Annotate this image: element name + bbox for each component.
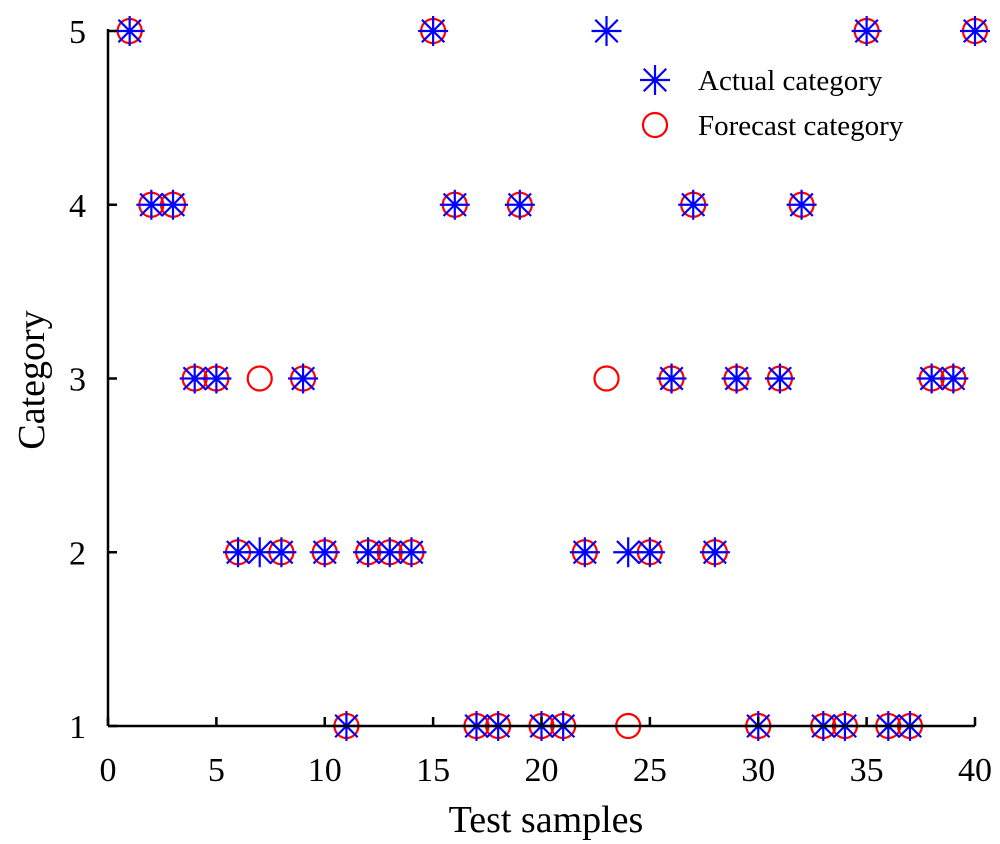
actual-point — [678, 189, 709, 220]
actual-point — [439, 189, 470, 220]
actual-point — [764, 363, 795, 394]
actual-point — [851, 16, 882, 46]
legend-label-actual: Actual category — [698, 65, 883, 97]
actual-point — [591, 16, 622, 46]
actual-point — [158, 189, 189, 220]
x-ticks: 0 5 10 15 20 25 30 35 40 — [100, 717, 992, 789]
x-tick-label: 0 — [100, 752, 117, 789]
x-tick-label: 30 — [741, 752, 775, 789]
actual-point — [656, 363, 687, 394]
actual-point — [504, 189, 535, 220]
y-tick-label: 3 — [69, 362, 86, 399]
actual-point — [396, 537, 427, 568]
forecast-point — [593, 365, 620, 392]
x-tick-label: 10 — [308, 752, 342, 789]
legend-marker-actual — [640, 65, 670, 95]
actual-point — [699, 537, 730, 568]
actual-point — [266, 537, 297, 568]
legend-asterisk-icon — [640, 65, 670, 95]
actual-point — [201, 363, 232, 394]
x-tick-label: 25 — [633, 752, 667, 789]
y-ticks: 1 2 3 4 5 — [69, 14, 117, 746]
actual-point — [634, 537, 665, 568]
actual-point — [288, 363, 319, 394]
actual-point — [223, 537, 254, 568]
y-axis-title: Category — [11, 310, 53, 449]
y-tick-label: 1 — [69, 709, 86, 746]
x-tick-label: 20 — [525, 752, 559, 789]
actual-point — [938, 363, 969, 394]
legend: Actual category Forecast category — [640, 65, 904, 142]
actual-point — [569, 537, 600, 568]
x-tick-label: 40 — [958, 752, 992, 789]
actual-point — [114, 16, 145, 46]
x-tick-label: 5 — [208, 752, 225, 789]
actual-point — [786, 189, 817, 220]
actual-point — [418, 16, 449, 46]
y-tick-label: 5 — [69, 14, 86, 51]
y-tick-label: 4 — [69, 188, 86, 225]
forecast-point — [246, 365, 273, 392]
x-axis-title: Test samples — [449, 799, 644, 841]
legend-circle-icon — [641, 111, 669, 139]
x-tick-label: 15 — [416, 752, 450, 789]
actual-point — [960, 16, 990, 46]
legend-label-forecast: Forecast category — [698, 110, 904, 142]
y-tick-label: 2 — [69, 535, 86, 572]
x-tick-label: 35 — [850, 752, 884, 789]
actual-point — [309, 537, 340, 568]
legend-marker-forecast — [641, 111, 669, 139]
actual-point — [721, 363, 752, 394]
